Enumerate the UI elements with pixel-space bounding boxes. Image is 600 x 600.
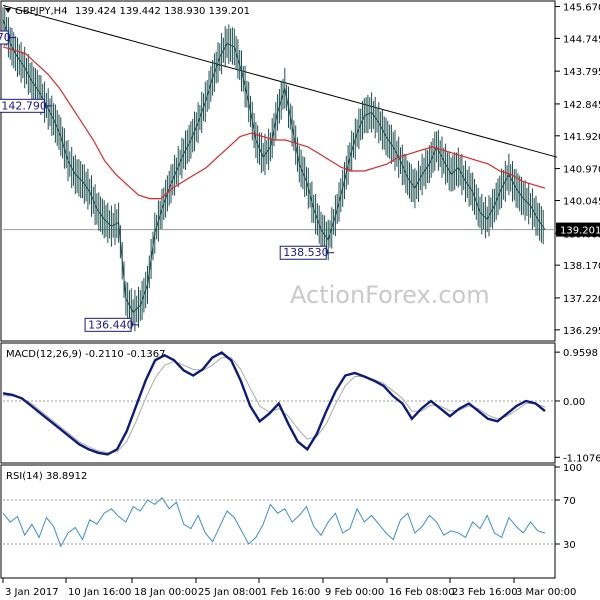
dropdown-triangle-icon[interactable]	[5, 8, 11, 13]
macd-panel-frame	[0, 342, 556, 464]
axis-layer: 3 Jan 2017 10 Jan 16:00 18 Jan 00:00 25 Jan…	[2, 578, 576, 598]
x-tick-label: 23 Feb 16:00	[452, 587, 518, 598]
price-tick-label: 143.795	[563, 67, 600, 78]
macd-tick-label: 0.00	[563, 397, 585, 408]
last-price-box	[556, 222, 600, 237]
last-price-label: 139.201	[560, 226, 600, 237]
rsi-tick-label: 100	[563, 463, 582, 474]
x-tick-label: 1 Feb 16:00	[261, 587, 320, 598]
price-label: 144.770	[0, 31, 11, 44]
price-label-box	[0, 30, 9, 45]
price-tick-label: 138.170	[563, 261, 600, 272]
ohlc-readout: 139.424 139.442 138.930 139.201	[75, 6, 250, 17]
macd-layer: 0.9598 0.00 -1.1076	[2, 348, 600, 464]
price-tick-label: 145.670	[563, 2, 600, 13]
trendline	[2, 4, 558, 158]
price-tick-label: 140.045	[563, 196, 600, 207]
moving-average-line	[2, 46, 546, 200]
price-panel-frame	[0, 0, 556, 342]
price-tick-label: 137.220	[563, 294, 600, 305]
watermark: ActionForex.com	[290, 281, 490, 309]
macd-tick-label: -1.1076	[563, 453, 600, 464]
symbol-label: GBPJPY,H4	[15, 6, 68, 17]
macd-line	[2, 351, 546, 456]
x-tick-label: 3 Mar 00:00	[516, 587, 576, 598]
price-tick-label: 141.920	[563, 132, 600, 143]
rsi-tick-label: 30	[563, 540, 576, 551]
x-tick-label: 25 Jan 08:00	[198, 587, 261, 598]
rsi-layer: 100 70 30	[2, 463, 582, 551]
price-layer: 145.670 144.745 143.795 142.845 141.920 140.9…	[0, 2, 600, 337]
rsi-tick-label: 70	[563, 496, 576, 507]
x-tick-label: 9 Feb 00:00	[325, 587, 384, 598]
rsi-line	[2, 497, 546, 548]
price-series-line	[2, 19, 546, 314]
x-tick-label: 18 Jan 00:00	[134, 587, 197, 598]
rsi-panel-frame	[0, 464, 556, 579]
price-tick-label: 140.970	[563, 165, 600, 176]
price-label: 142.790	[1, 99, 47, 112]
x-tick-label: 16 Feb 08:00	[389, 587, 455, 598]
macd-title: MACD(12,26,9) -0.2110 -0.1367	[6, 349, 166, 360]
macd-tick-label: 0.9598	[563, 348, 598, 359]
x-tick-label: 3 Jan 2017	[5, 587, 59, 598]
price-tick-label: 142.845	[563, 100, 600, 111]
price-label: 136.440	[88, 318, 134, 331]
rsi-title: RSI(14) 38.8912	[6, 471, 87, 482]
price-tick-label: 136.295	[563, 326, 600, 337]
price-tick-label: 144.745	[563, 34, 600, 45]
price-label: 138.530	[283, 246, 329, 259]
x-tick-label: 10 Jan 16:00	[68, 587, 131, 598]
